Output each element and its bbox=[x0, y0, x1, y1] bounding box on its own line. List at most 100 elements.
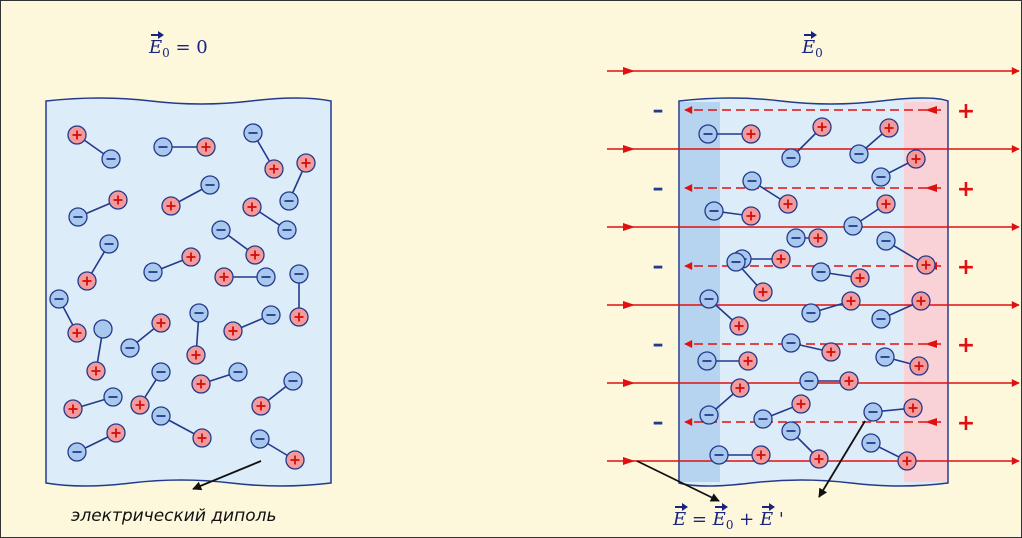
positive-charge bbox=[809, 449, 829, 469]
negative-charge bbox=[699, 289, 719, 309]
dipole-icon bbox=[871, 149, 926, 187]
surface-positive-charge: + bbox=[957, 411, 975, 436]
positive-charge bbox=[289, 307, 309, 327]
dipole-icon bbox=[697, 351, 758, 371]
dipole-icon bbox=[861, 433, 917, 471]
negative-charge bbox=[120, 338, 140, 358]
surface-negative-charge: – bbox=[653, 410, 664, 435]
positive-charge bbox=[741, 124, 761, 144]
positive-charge bbox=[729, 316, 749, 336]
dipole-icon bbox=[781, 333, 841, 362]
dipole-icon bbox=[781, 117, 832, 168]
negative-charge bbox=[742, 171, 762, 191]
dipole-icon bbox=[871, 291, 931, 329]
left-slab-body bbox=[45, 97, 332, 487]
positive-charge bbox=[191, 374, 211, 394]
dipole-icon bbox=[781, 421, 829, 469]
field-arrow-icon bbox=[623, 67, 635, 75]
dipole-icon bbox=[698, 124, 761, 144]
dipole-icon bbox=[801, 291, 861, 323]
dipole-icon bbox=[279, 153, 316, 211]
dipole-icon bbox=[811, 262, 870, 288]
positive-charge bbox=[808, 228, 828, 248]
field-arrow-icon bbox=[925, 184, 937, 192]
positive-charge bbox=[812, 117, 832, 137]
positive-charge bbox=[771, 249, 791, 269]
positive-charge bbox=[738, 351, 758, 371]
negative-charge bbox=[189, 303, 209, 323]
negative-charge bbox=[811, 262, 831, 282]
negative-charge bbox=[753, 409, 773, 429]
negative-charge bbox=[279, 191, 299, 211]
negative-charge bbox=[863, 402, 883, 422]
positive-charge bbox=[86, 361, 106, 381]
positive-charge bbox=[791, 394, 811, 414]
positive-charge bbox=[841, 291, 861, 311]
negative-charge bbox=[277, 220, 297, 240]
electric-dipole-caption: электрический диполь bbox=[71, 506, 277, 526]
vector-e0-symbol: E bbox=[712, 503, 728, 530]
negative-charge bbox=[843, 216, 863, 236]
positive-charge bbox=[161, 196, 181, 216]
positive-charge bbox=[77, 271, 97, 291]
negative-charge bbox=[283, 371, 303, 391]
positive-charge bbox=[778, 194, 798, 214]
dipole-icon bbox=[876, 231, 936, 275]
dipole-icon bbox=[223, 305, 281, 341]
positive-charge bbox=[251, 396, 271, 416]
right-slab-outline bbox=[678, 97, 949, 487]
dipole-icon bbox=[709, 445, 771, 465]
negative-charge bbox=[250, 429, 270, 449]
vector-e-symbol: E bbox=[149, 31, 165, 58]
negative-charge bbox=[67, 442, 87, 462]
dipole-icon bbox=[130, 362, 171, 415]
surface-positive-charge: + bbox=[957, 255, 975, 280]
negative-charge bbox=[871, 309, 891, 329]
negative-charge bbox=[151, 406, 171, 426]
pointer-arrow-icon bbox=[192, 460, 262, 491]
positive-charge bbox=[909, 356, 929, 376]
surface-positive-charge: + bbox=[957, 177, 975, 202]
negative-charge bbox=[243, 123, 263, 143]
dipole-icon bbox=[143, 247, 201, 282]
positive-charge bbox=[741, 206, 761, 226]
surface-negative-charge: – bbox=[653, 98, 664, 123]
negative-charge bbox=[143, 262, 163, 282]
negative-charge bbox=[228, 362, 248, 382]
equals-zero: = 0 bbox=[169, 37, 208, 58]
dipole-icon bbox=[67, 125, 121, 169]
positive-charge bbox=[903, 398, 923, 418]
negative-charge bbox=[876, 231, 896, 251]
dipole-icon bbox=[161, 175, 220, 216]
dipole-icon bbox=[753, 394, 811, 429]
negative-charge bbox=[699, 405, 719, 425]
subscript: 0 bbox=[162, 46, 170, 61]
negative-charge bbox=[68, 207, 88, 227]
negative-charge bbox=[698, 124, 718, 144]
positive-charge bbox=[264, 159, 284, 179]
surface-negative-charge: – bbox=[653, 254, 664, 279]
surface-positive-charge: + bbox=[957, 333, 975, 358]
field-arrow-icon bbox=[623, 145, 635, 153]
dipole-icon bbox=[191, 362, 248, 394]
positive-charge bbox=[63, 399, 83, 419]
negative-charge bbox=[726, 252, 746, 272]
negative-charge bbox=[781, 148, 801, 168]
positive-charge bbox=[196, 137, 216, 157]
positive-charge bbox=[916, 255, 936, 275]
field-arrow-icon bbox=[623, 457, 635, 465]
negative-charge bbox=[101, 149, 121, 169]
pointer-arrow-icon bbox=[636, 460, 720, 502]
dipole-icon bbox=[67, 423, 126, 462]
dipole-icon bbox=[243, 123, 284, 179]
negative-charge bbox=[709, 445, 729, 465]
negative-charge bbox=[99, 234, 119, 254]
negative-charge bbox=[289, 264, 309, 284]
positive-charge bbox=[223, 321, 243, 341]
negative-charge bbox=[93, 319, 113, 339]
dipole-icon bbox=[726, 252, 773, 302]
left-field-label: E0 = 0 bbox=[149, 31, 208, 61]
positive-charge bbox=[897, 451, 917, 471]
dipole-icon bbox=[120, 313, 171, 358]
dipole-icon bbox=[786, 228, 828, 248]
